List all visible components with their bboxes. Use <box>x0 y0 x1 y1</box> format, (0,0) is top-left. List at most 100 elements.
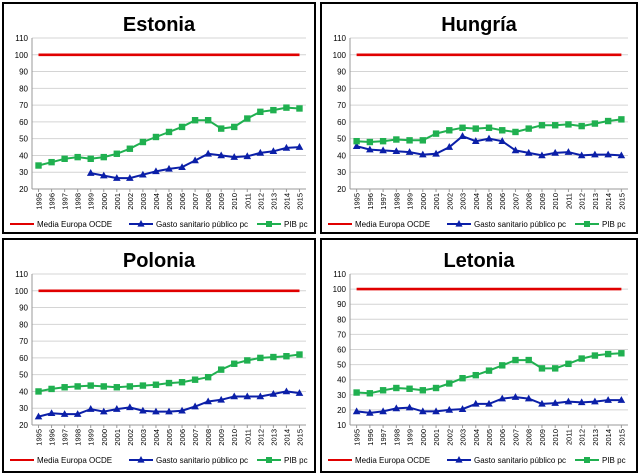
data-point-triangle <box>269 147 278 155</box>
legend-item: PIB pc <box>257 220 308 229</box>
data-point-triangle <box>379 146 387 154</box>
y-tick-label: 70 <box>19 101 28 110</box>
data-point-square <box>485 367 493 374</box>
data-point-square <box>379 137 387 145</box>
x-tick-label: 2000 <box>419 429 428 446</box>
x-tick-label: 2013 <box>269 429 278 446</box>
x-tick-label: 1996 <box>366 193 375 210</box>
data-point-triangle <box>564 397 573 405</box>
data-point-square <box>74 153 81 161</box>
x-tick-label: 2005 <box>165 429 174 446</box>
data-point-triangle <box>577 398 586 406</box>
y-tick-label: 20 <box>19 421 28 430</box>
x-tick-label: 2008 <box>204 193 213 210</box>
chart-panel-0: Estonia 20 30 40 50 60 70 80 90 100 110 1995 1996 199… <box>2 2 316 234</box>
data-point-triangle <box>432 149 440 157</box>
x-tick-label: 2009 <box>538 193 547 210</box>
legend-label: PIB pc <box>602 456 626 465</box>
data-point-triangle <box>577 151 586 159</box>
data-point-triangle <box>352 407 361 415</box>
legend-label: Media Europa OCDE <box>37 220 112 229</box>
legend-item: Gasto sanitario público pc <box>129 456 248 465</box>
data-point-square <box>353 137 360 145</box>
data-point-triangle <box>485 134 493 142</box>
data-point-triangle <box>152 167 160 175</box>
data-point-triangle <box>243 152 252 160</box>
data-point-square <box>472 125 479 132</box>
y-tick-label: 50 <box>337 135 346 144</box>
data-point-triangle <box>282 143 291 151</box>
data-point-square <box>366 138 374 146</box>
x-tick-label: 2012 <box>578 193 587 210</box>
data-point-triangle <box>458 405 467 412</box>
data-point-triangle <box>47 409 56 417</box>
y-tick-label: 20 <box>19 185 28 194</box>
legend-label: PIB pc <box>602 220 626 229</box>
x-tick-label: 2006 <box>498 193 507 210</box>
legend-item: Gasto sanitario público pc <box>447 220 566 229</box>
data-point-square <box>178 123 186 131</box>
x-tick-label: 2006 <box>178 429 187 446</box>
data-point-square <box>551 122 559 129</box>
data-point-triangle <box>445 143 454 150</box>
legend-marker-square <box>266 221 272 227</box>
data-point-triangle <box>392 404 401 412</box>
x-tick-label: 2009 <box>217 193 226 210</box>
data-point-triangle <box>282 387 291 395</box>
data-point-square <box>296 105 303 112</box>
data-point-square <box>257 354 264 362</box>
legend-marker-square <box>266 457 272 463</box>
legend-label: Gasto sanitario público pc <box>156 456 248 465</box>
x-tick-label: 2014 <box>604 193 613 210</box>
x-tick-label: 2012 <box>256 193 265 210</box>
data-point-square <box>139 138 147 146</box>
x-tick-label: 2014 <box>282 429 291 446</box>
x-tick-label: 1996 <box>48 429 57 446</box>
data-point-triangle <box>86 405 95 412</box>
y-tick-label: 100 <box>15 287 29 296</box>
data-point-triangle <box>230 153 239 160</box>
data-point-square <box>217 125 225 132</box>
x-tick-label: 1995 <box>353 429 362 446</box>
y-tick-label: 40 <box>19 151 28 160</box>
data-point-triangle <box>230 392 239 400</box>
x-tick-label: 2011 <box>564 429 573 445</box>
x-tick-label: 1998 <box>74 193 83 210</box>
x-tick-label: 2005 <box>165 193 174 210</box>
x-tick-label: 1995 <box>353 193 362 210</box>
x-tick-label: 2007 <box>191 193 200 210</box>
data-point-triangle <box>471 137 480 144</box>
data-point-square <box>538 122 546 129</box>
x-tick-label: 2002 <box>126 193 135 210</box>
y-tick-label: 60 <box>337 118 346 127</box>
data-point-triangle <box>243 392 252 400</box>
data-point-triangle <box>604 150 612 158</box>
y-tick-label: 60 <box>19 354 28 363</box>
x-tick-label: 2011 <box>243 193 252 209</box>
data-point-triangle <box>419 407 427 415</box>
data-point-square <box>379 387 387 394</box>
x-tick-label: 2001 <box>113 193 122 210</box>
x-tick-label: 2005 <box>485 193 494 210</box>
x-tick-label: 2005 <box>485 429 494 446</box>
data-point-triangle <box>295 143 304 150</box>
x-tick-label: 1996 <box>48 193 57 210</box>
x-tick-label: 1999 <box>406 193 415 210</box>
legend-label: Gasto sanitario público pc <box>474 456 566 465</box>
legend-label: Media Europa OCDE <box>355 220 430 229</box>
chart-title: Letonia <box>443 250 515 272</box>
chart-title: Hungría <box>441 14 517 36</box>
data-point-square <box>551 365 559 372</box>
data-point-triangle <box>191 156 199 164</box>
data-point-triangle <box>551 148 559 156</box>
x-tick-label: 2003 <box>139 429 148 446</box>
data-point-square <box>113 384 121 391</box>
y-tick-label: 50 <box>19 135 28 144</box>
x-tick-label: 1998 <box>392 193 401 210</box>
data-point-square <box>565 360 572 368</box>
data-point-triangle <box>551 399 559 406</box>
data-point-square <box>165 128 173 136</box>
legend-marker-square <box>584 457 590 463</box>
x-tick-label: 2001 <box>432 429 441 446</box>
data-point-square <box>591 352 599 359</box>
